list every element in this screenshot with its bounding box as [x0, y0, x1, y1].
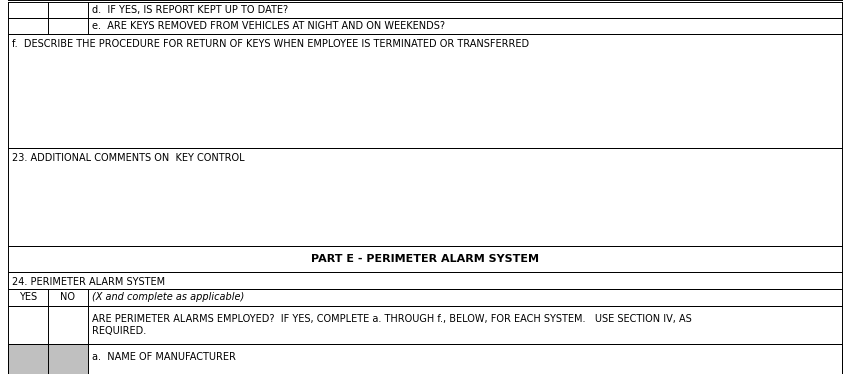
- Text: NO: NO: [60, 292, 76, 303]
- Bar: [48, 344, 88, 374]
- Text: (X and complete as applicable): (X and complete as applicable): [92, 292, 244, 303]
- Text: 24. PERIMETER ALARM SYSTEM: 24. PERIMETER ALARM SYSTEM: [12, 277, 165, 287]
- Text: 23. ADDITIONAL COMMENTS ON  KEY CONTROL: 23. ADDITIONAL COMMENTS ON KEY CONTROL: [12, 153, 245, 163]
- Text: YES: YES: [19, 292, 37, 303]
- Text: e.  ARE KEYS REMOVED FROM VEHICLES AT NIGHT AND ON WEEKENDS?: e. ARE KEYS REMOVED FROM VEHICLES AT NIG…: [92, 21, 445, 31]
- Text: f.  DESCRIBE THE PROCEDURE FOR RETURN OF KEYS WHEN EMPLOYEE IS TERMINATED OR TRA: f. DESCRIBE THE PROCEDURE FOR RETURN OF …: [12, 39, 529, 49]
- Bar: [8, 344, 48, 374]
- Text: ARE PERIMETER ALARMS EMPLOYED?  IF YES, COMPLETE a. THROUGH f., BELOW, FOR EACH : ARE PERIMETER ALARMS EMPLOYED? IF YES, C…: [92, 314, 692, 336]
- Text: a.  NAME OF MANUFACTURER: a. NAME OF MANUFACTURER: [92, 352, 235, 362]
- Text: d.  IF YES, IS REPORT KEPT UP TO DATE?: d. IF YES, IS REPORT KEPT UP TO DATE?: [92, 5, 288, 15]
- Text: PART E - PERIMETER ALARM SYSTEM: PART E - PERIMETER ALARM SYSTEM: [311, 254, 539, 264]
